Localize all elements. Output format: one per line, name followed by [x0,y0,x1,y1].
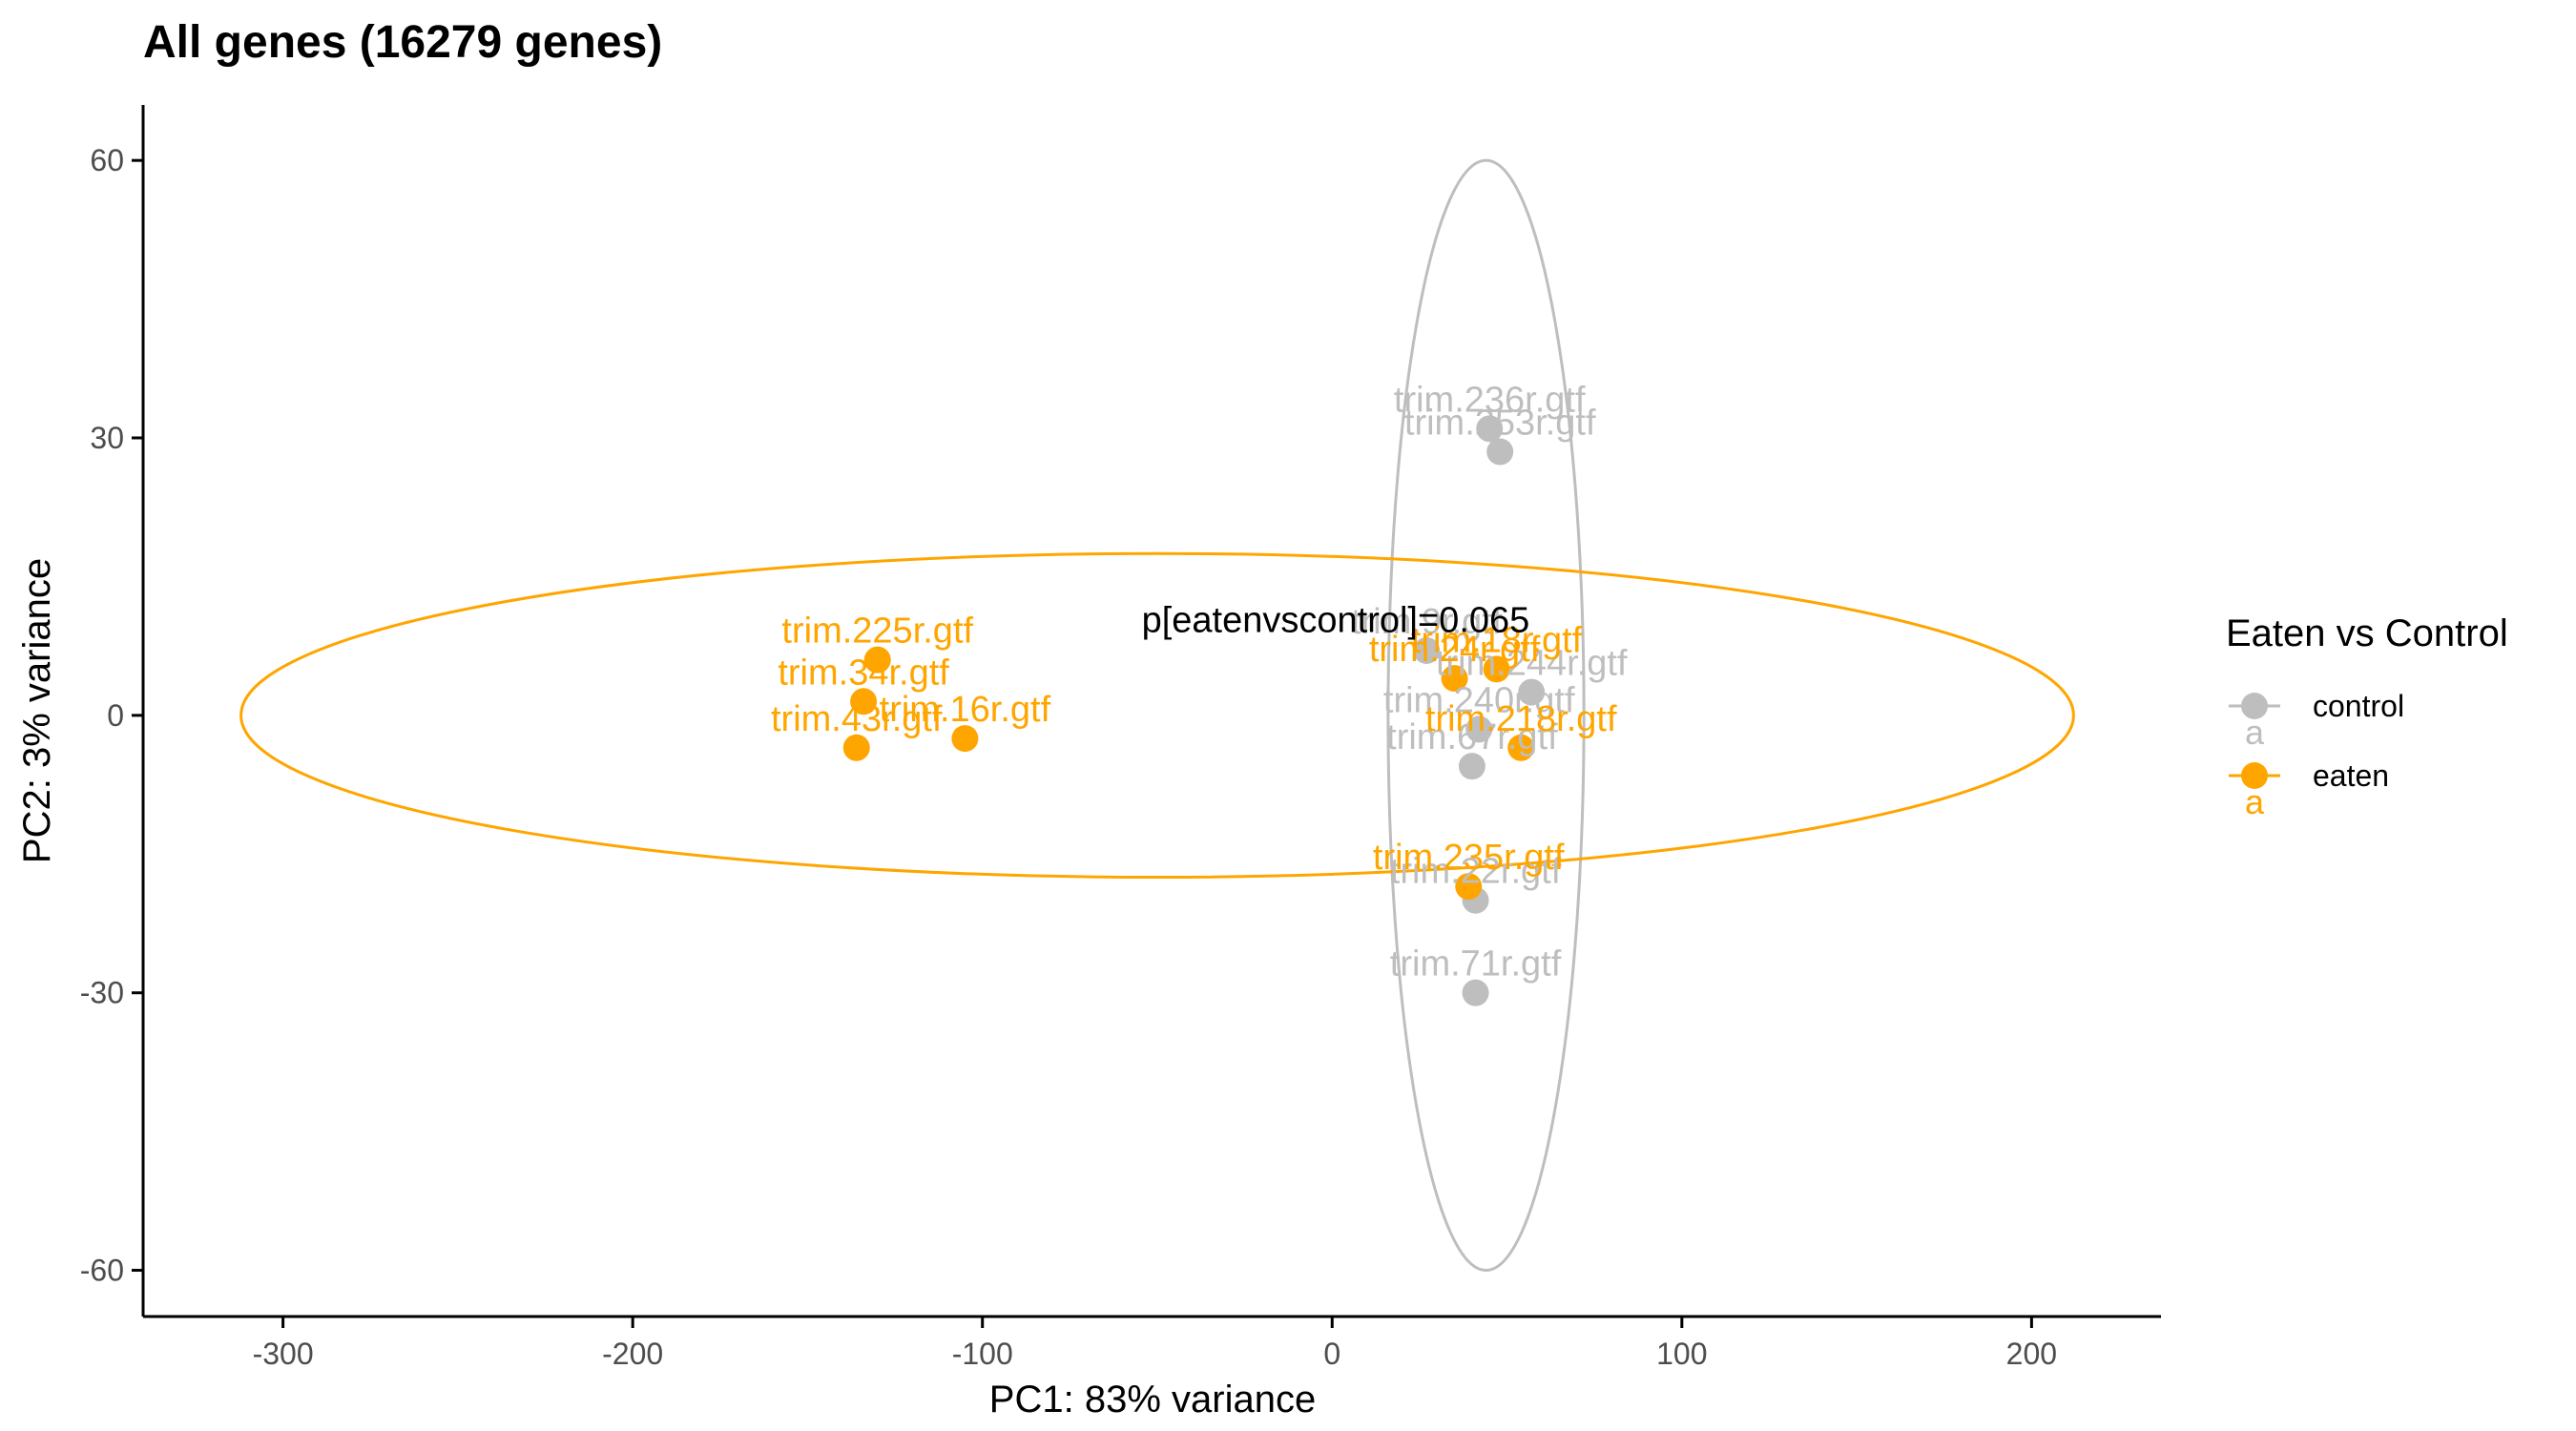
point-control [1458,753,1485,780]
point-label: trim.235r.gtf [1373,838,1565,878]
confidence-ellipses [239,158,2075,1273]
point-eaten [1507,734,1535,761]
y-tick-label: 60 [90,143,124,177]
x-tick-label: -100 [952,1337,1013,1371]
point-control [1462,979,1489,1006]
y-axis-ticks: -60 -30 0 30 60 [80,143,143,1288]
point-label: trim.18r.gtf [1411,620,1583,660]
y-tick-label: 30 [90,421,124,455]
y-tick-label: -30 [80,976,124,1010]
legend-key-letter: a [2245,782,2265,821]
legend-key-letter: a [2245,713,2265,752]
legend-key-point [2241,762,2268,789]
point-label: trim.218r.gtf [1425,699,1617,739]
point-label: trim.22r.gtf [1390,852,1562,892]
point-eaten [842,734,870,761]
x-axis-ticks: -300 -200 -100 0 100 200 [253,1317,2057,1371]
p-value-annotation: p[eatenvscontrol]=0.065 [1142,601,1530,641]
point-label: trim.240r.gtf [1383,680,1575,720]
point-label: trim.67r.gtf [1386,717,1558,757]
point-label: trim.244r.gtf [1436,644,1628,684]
x-tick-label: 100 [1656,1337,1707,1371]
x-tick-label: 0 [1323,1337,1340,1371]
point-label: trim.253r.gtf [1404,404,1596,444]
point-control [1518,678,1546,706]
point-control [1486,438,1514,466]
x-axis-label: PC1: 83% variance [989,1379,1316,1421]
point-label: trim.43r.gtf [771,699,943,739]
legend-entry-control: a control [2229,689,2404,752]
y-tick-label: -60 [80,1254,124,1288]
legend: Eaten vs Control a control a eaten [2226,612,2508,821]
point-label: trim.9r.gtf [1351,602,1503,642]
point-label: trim.225r.gtf [781,612,973,652]
legend-title: Eaten vs Control [2226,612,2508,654]
legend-key-point [2241,693,2268,719]
data-points [842,415,1546,1006]
point-eaten [850,688,878,716]
point-eaten [1455,873,1483,901]
legend-label: control [2313,689,2404,723]
x-tick-label: 200 [2006,1337,2057,1371]
ellipse-eaten [239,551,2075,880]
point-control [1476,415,1504,443]
point-label: trim.71r.gtf [1390,944,1562,985]
point-label: trim.34r.gtf [778,653,949,693]
axes [141,105,2161,1318]
point-control [1413,636,1441,664]
point-eaten [951,725,979,753]
legend-label: eaten [2313,758,2389,793]
point-label: trim.16r.gtf [880,690,1051,730]
y-axis-label: PC2: 3% variance [16,558,58,863]
point-eaten [1441,665,1468,693]
x-tick-label: -200 [602,1337,663,1371]
point-label: trim.24r.gtf [1369,630,1541,670]
y-tick-label: 0 [107,698,124,733]
point-label: trim.236r.gtf [1394,380,1586,420]
legend-entry-eaten: a eaten [2229,758,2389,821]
point-eaten [1483,655,1510,683]
point-labels: trim.236r.gtftrim.253r.gtftrim.244r.gtft… [771,380,1628,984]
x-tick-label: -300 [253,1337,314,1371]
chart-title: All genes (16279 genes) [143,17,662,68]
point-control [1465,716,1493,743]
point-eaten [863,646,891,674]
ellipse-control [1386,158,1586,1273]
